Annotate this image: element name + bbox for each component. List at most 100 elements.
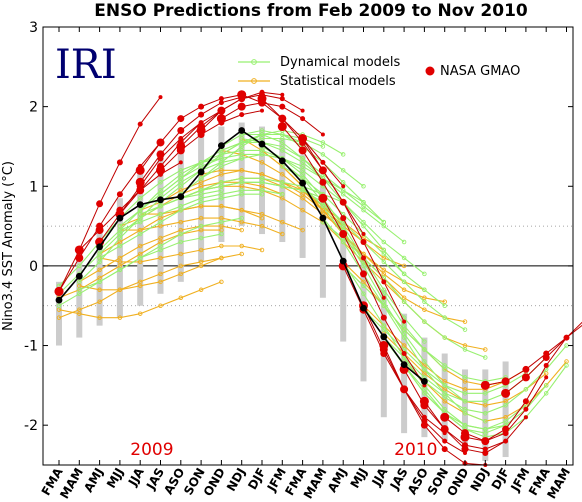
observed-series bbox=[55, 127, 428, 385]
statistical-model-point bbox=[300, 227, 305, 233]
nasa-gmao-point bbox=[523, 415, 528, 420]
dynamical-model-point bbox=[361, 219, 366, 225]
nasa-gmao-point bbox=[379, 341, 389, 351]
dynamical-model-point bbox=[401, 299, 407, 304]
dynamical-model-point bbox=[280, 148, 285, 153]
nasa-gmao-point bbox=[75, 253, 84, 262]
statistical-model-point bbox=[97, 287, 102, 293]
dynamical-model-point bbox=[158, 203, 163, 209]
dynamical-model-point bbox=[523, 387, 529, 392]
dynamical-model-point bbox=[219, 219, 224, 225]
statistical-model-point bbox=[239, 251, 244, 257]
dynamical-model-point bbox=[117, 227, 123, 233]
dynamical-model-point bbox=[422, 359, 427, 364]
dynamical-model-point bbox=[381, 251, 387, 257]
dynamical-model-line bbox=[281, 161, 446, 370]
dynamical-model-line bbox=[403, 365, 567, 438]
spread-bar bbox=[279, 138, 286, 243]
statistical-model-point bbox=[198, 215, 204, 221]
dynamical-model-line bbox=[302, 185, 466, 402]
nasa-gmao-point bbox=[298, 133, 308, 143]
dynamical-model-line bbox=[180, 177, 344, 203]
nasa-gmao-point bbox=[319, 178, 327, 186]
statistical-model-line bbox=[58, 281, 222, 319]
nasa-gmao-line bbox=[261, 98, 364, 235]
dynamical-model-point bbox=[442, 315, 447, 320]
dynamical-model-point bbox=[239, 156, 244, 161]
nasa-gmao-point bbox=[237, 102, 246, 111]
dynamical-model-point bbox=[361, 207, 366, 213]
statistical-model-line bbox=[58, 229, 222, 299]
dynamical-model-line bbox=[403, 345, 567, 414]
statistical-model-point bbox=[198, 287, 204, 293]
nasa-gmao-line bbox=[139, 94, 242, 171]
statistical-model-point bbox=[239, 227, 244, 233]
dynamical-model-point bbox=[462, 375, 468, 380]
nasa-gmao-point bbox=[196, 126, 206, 136]
statistical-model-point bbox=[401, 263, 407, 269]
statistical-model-line bbox=[363, 305, 527, 390]
nasa-gmao-point bbox=[277, 122, 287, 132]
y-axis: -2 -1 0 1 2 3 bbox=[24, 20, 573, 434]
statistical-model-point bbox=[219, 255, 224, 261]
nasa-gmao-point bbox=[522, 398, 529, 405]
observed-point bbox=[380, 333, 388, 341]
nasa-gmao-point bbox=[96, 200, 104, 208]
nasa-gmao-point bbox=[239, 112, 245, 118]
nasa-gmao-point bbox=[318, 166, 327, 175]
nasa-gmao-point bbox=[402, 319, 407, 324]
legend: Dynamical models Statistical models NASA G… bbox=[238, 55, 520, 89]
dynamical-model-point bbox=[422, 287, 427, 293]
nasa-gmao-point bbox=[320, 132, 325, 137]
nasa-gmao-point bbox=[482, 450, 489, 457]
dynamical-model-point bbox=[198, 223, 204, 229]
nasa-gmao-point bbox=[135, 177, 145, 187]
dynamical-model-point bbox=[401, 327, 407, 332]
nasa-gmao-line bbox=[363, 305, 466, 454]
observed-point bbox=[157, 196, 164, 204]
dynamical-model-point bbox=[259, 148, 265, 153]
dynamical-model-point bbox=[361, 184, 366, 189]
statistical-model-point bbox=[97, 299, 102, 304]
nasa-gmao-line bbox=[505, 321, 582, 394]
dynamical-model-point bbox=[340, 180, 346, 185]
nasa-gmao-point bbox=[460, 432, 470, 442]
nasa-gmao-point bbox=[381, 279, 387, 285]
statistical-model-line bbox=[79, 225, 242, 283]
nasa-gmao-line bbox=[322, 197, 425, 386]
dynamical-model-point bbox=[259, 188, 265, 193]
dynamical-model-point bbox=[239, 188, 244, 193]
chart-title: ENSO Predictions from Feb 2009 to Nov 20… bbox=[94, 1, 528, 21]
statistical-model-point bbox=[422, 307, 427, 312]
nasa-gmao-point bbox=[542, 353, 550, 361]
observed-point bbox=[400, 361, 408, 369]
statistical-model-point bbox=[462, 319, 468, 324]
dynamical-model-line bbox=[302, 189, 466, 331]
dynamical-model-point bbox=[219, 164, 224, 169]
nasa-gmao-line bbox=[119, 110, 222, 215]
dynamical-model-point bbox=[381, 259, 387, 265]
y-tick-label: 0 bbox=[29, 259, 38, 275]
statistical-model-point bbox=[280, 231, 285, 237]
nasa-gmao-point bbox=[482, 446, 488, 452]
dynamical-model-point bbox=[280, 140, 285, 145]
observed-point bbox=[136, 201, 144, 208]
observed-point bbox=[278, 157, 286, 165]
dynamical-model-point bbox=[483, 391, 488, 396]
observed-point bbox=[177, 193, 185, 201]
statistical-model-point bbox=[198, 247, 204, 253]
dynamical-model-point bbox=[442, 395, 447, 400]
nasa-gmao-point bbox=[158, 95, 163, 100]
nasa-gmao-point bbox=[360, 270, 367, 278]
year-label: 2009 bbox=[130, 440, 173, 460]
dynamical-model-point bbox=[280, 180, 285, 185]
observed-point bbox=[75, 272, 83, 280]
dynamical-model-point bbox=[401, 279, 407, 285]
nasa-gmao-point bbox=[339, 230, 348, 239]
dynamical-model-point bbox=[158, 243, 163, 249]
dynamical-model-point bbox=[442, 335, 447, 340]
observed-point bbox=[299, 179, 306, 187]
dynamical-model-point bbox=[401, 255, 407, 261]
dynamical-model-point bbox=[381, 223, 387, 229]
dynamical-model-line bbox=[342, 265, 506, 382]
